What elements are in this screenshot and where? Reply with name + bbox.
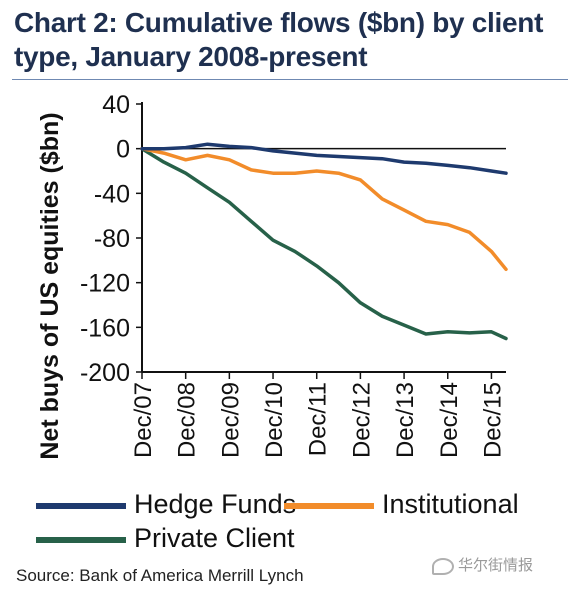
series-line-institutional xyxy=(140,146,508,272)
y-tick-label: -40 xyxy=(94,180,130,208)
wechat-icon xyxy=(432,557,454,575)
y-tick-label: -200 xyxy=(80,359,130,387)
title-divider xyxy=(12,79,568,80)
watermark: 华尔街情报 xyxy=(432,554,533,575)
x-tick-label: Dec/11 xyxy=(305,382,332,456)
y-tick-label: -120 xyxy=(80,270,130,298)
legend-swatch-institutional xyxy=(284,502,374,509)
chart-title: Chart 2: Cumulative flows ($bn) by clien… xyxy=(14,7,544,72)
x-tick-label: Dec/10 xyxy=(261,382,288,458)
x-tick-label: Dec/09 xyxy=(217,382,244,458)
watermark-text: 华尔街情报 xyxy=(458,557,534,574)
y-tick-label: 40 xyxy=(102,91,130,119)
y-tick-label: -160 xyxy=(80,314,130,342)
y-tick-label: -80 xyxy=(94,225,130,253)
legend-swatch-hedge-funds xyxy=(36,502,126,509)
legend-label-institutional: Institutional xyxy=(382,489,519,519)
legend-item-hedge-funds: Hedge Funds xyxy=(36,489,296,520)
y-axis-label: Net buys of US equities ($bn) xyxy=(36,112,64,459)
legend-swatch-private-client xyxy=(36,536,126,543)
x-tick-label: Dec/15 xyxy=(479,382,506,458)
x-tick-label: Dec/08 xyxy=(174,382,201,458)
line-chart: Net buys of US equities ($bn) 40 0 -40 -80 -1… xyxy=(36,91,508,460)
y-tick-label: 0 xyxy=(116,136,130,164)
source-note: Source: Bank of America Merrill Lynch xyxy=(16,566,304,585)
x-tick-label: Dec/07 xyxy=(130,382,157,458)
series-line-hedge-funds xyxy=(140,142,508,175)
legend-label-hedge-funds: Hedge Funds xyxy=(134,489,297,519)
x-tick-label: Dec/13 xyxy=(392,382,419,458)
legend-item-institutional: Institutional xyxy=(284,489,519,520)
x-tick-label: Dec/14 xyxy=(436,382,463,458)
series-line-private-client xyxy=(140,146,508,341)
legend-label-private-client: Private Client xyxy=(134,523,295,553)
x-tick-label: Dec/12 xyxy=(348,382,375,458)
legend-item-private-client: Private Client xyxy=(36,523,295,554)
